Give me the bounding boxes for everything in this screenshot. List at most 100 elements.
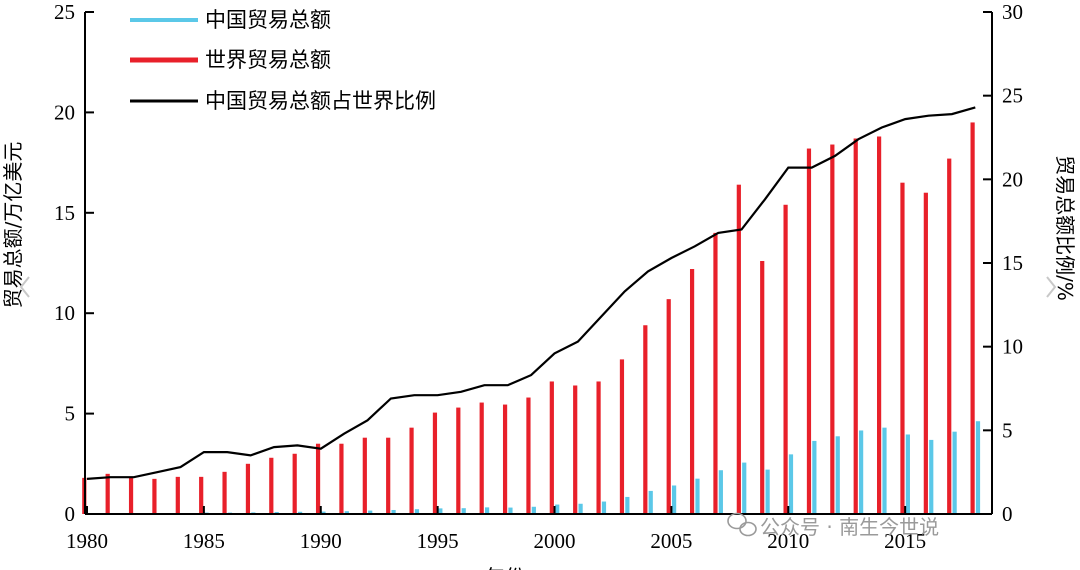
bar-china-2006 — [695, 478, 700, 514]
bar-world-2018 — [970, 122, 975, 514]
bar-china-1995 — [438, 508, 443, 514]
chevron-left-icon — [19, 276, 30, 298]
china-share-line — [86, 106, 976, 480]
bar-world-2002 — [596, 381, 601, 514]
y-right-axis-title: 贸易总额比例/% — [1053, 155, 1077, 301]
bar-world-1994 — [409, 427, 414, 514]
bar-china-2003 — [625, 496, 630, 514]
x-tick-label: 1985 — [183, 529, 225, 553]
bar-world-2008 — [736, 184, 741, 515]
bar-world-1985 — [199, 476, 204, 514]
bar-world-1986 — [222, 471, 227, 514]
bar-china-2010 — [788, 454, 794, 514]
bar-china-2017 — [952, 431, 957, 514]
chevron-right-icon — [1046, 276, 1057, 298]
x-axis-title: 年份 — [485, 565, 525, 570]
bar-world-1998 — [502, 404, 508, 514]
bar-world-2015 — [900, 182, 905, 514]
left-tick-label: 20 — [54, 100, 75, 124]
right-tick-label: 20 — [1002, 167, 1023, 191]
right-tick-label: 30 — [1002, 0, 1023, 24]
bar-world-1981 — [105, 473, 110, 514]
x-tick-label: 2010 — [767, 529, 809, 553]
bar-world-2001 — [573, 385, 578, 514]
bar-world-2016 — [923, 192, 928, 514]
legend-label-share: 中国贸易总额占世界比例 — [205, 89, 436, 113]
bar-china-2013 — [859, 430, 864, 514]
right-tick-label: 0 — [1002, 502, 1013, 526]
bar-world-1997 — [479, 402, 484, 514]
bar-china-1988 — [274, 511, 279, 514]
bar-world-2000 — [549, 381, 554, 514]
right-axis-ticks: 0 5 10 15 20 25 30 — [983, 0, 1023, 526]
x-tick-label: 1995 — [417, 529, 459, 553]
bar-world-1984 — [175, 476, 180, 514]
x-tick-label: 2000 — [534, 529, 576, 553]
bar-china-2000 — [555, 504, 560, 514]
left-tick-label: 10 — [54, 301, 75, 325]
bar-world-1999 — [526, 397, 531, 514]
bar-world-2004 — [643, 325, 648, 514]
bar-china-1997 — [484, 507, 490, 514]
bar-china-1989 — [297, 511, 303, 514]
bar-world-1992 — [362, 437, 367, 514]
watermark-text: 公众号 · 南生今世说 — [760, 515, 939, 539]
bar-world-1988 — [269, 457, 274, 514]
bar-world-2017 — [947, 158, 952, 515]
right-tick-label: 10 — [1002, 335, 1023, 359]
x-tick-label: 1990 — [300, 529, 342, 553]
bar-world-1983 — [152, 478, 157, 514]
bar-china-2001 — [578, 503, 583, 514]
x-tick-label: 2005 — [650, 529, 692, 553]
bar-china-2009 — [765, 469, 770, 514]
x-axis-ticks: 1980 1985 1990 1995 2000 2005 2010 2015 — [66, 506, 926, 553]
right-tick-label: 25 — [1002, 84, 1023, 108]
right-tick-label: 5 — [1002, 418, 1013, 442]
bar-world-2005 — [666, 299, 671, 514]
bar-world-2011 — [806, 148, 812, 514]
bar-china-1992 — [368, 510, 373, 514]
prev-image-button[interactable] — [14, 268, 36, 306]
bar-world-2014 — [876, 136, 882, 514]
bar-china-2007 — [718, 470, 723, 514]
left-axis-ticks: 0 5 10 15 20 25 — [54, 0, 94, 526]
bar-china-1990 — [321, 511, 326, 514]
bar-world-1987 — [245, 463, 251, 514]
bar-world-1995 — [432, 412, 438, 514]
bar-world-1996 — [456, 407, 461, 514]
bar-china-1991 — [344, 511, 349, 514]
bar-china-2015 — [905, 434, 910, 514]
world-trade-bars — [82, 122, 975, 515]
bar-china-2018 — [975, 421, 981, 514]
next-image-button[interactable] — [1040, 268, 1062, 306]
left-tick-label: 5 — [65, 402, 76, 426]
bar-world-1991 — [339, 443, 344, 514]
left-tick-label: 25 — [54, 0, 75, 24]
legend: 中国贸易总额 世界贸易总额 中国贸易总额占世界比例 — [130, 8, 436, 113]
bar-world-2003 — [619, 359, 625, 514]
right-tick-label: 15 — [1002, 251, 1023, 275]
legend-label-world: 世界贸易总额 — [205, 48, 331, 72]
x-tick-label: 1980 — [66, 529, 108, 553]
bar-world-2006 — [689, 269, 695, 514]
bar-china-2002 — [601, 501, 607, 514]
bar-china-1999 — [531, 506, 536, 514]
wechat-icon — [727, 512, 757, 537]
bar-world-2012 — [830, 144, 835, 514]
bar-china-2005 — [672, 485, 677, 514]
watermark: 公众号 · 南生今世说 — [727, 512, 939, 539]
bar-world-2013 — [853, 138, 858, 514]
bar-china-2012 — [835, 436, 840, 514]
bar-china-2011 — [812, 440, 817, 514]
bar-china-1993 — [391, 509, 396, 514]
left-tick-label: 15 — [54, 201, 75, 225]
x-tick-label: 2015 — [884, 529, 926, 553]
bar-china-2008 — [742, 462, 747, 514]
bar-world-1993 — [386, 437, 391, 514]
bar-world-1989 — [292, 453, 297, 514]
bar-china-2016 — [929, 439, 934, 514]
left-tick-label: 0 — [65, 502, 76, 526]
bar-china-1998 — [508, 507, 513, 514]
y-left-axis-title: 贸易总额/万亿美元 — [1, 142, 25, 309]
